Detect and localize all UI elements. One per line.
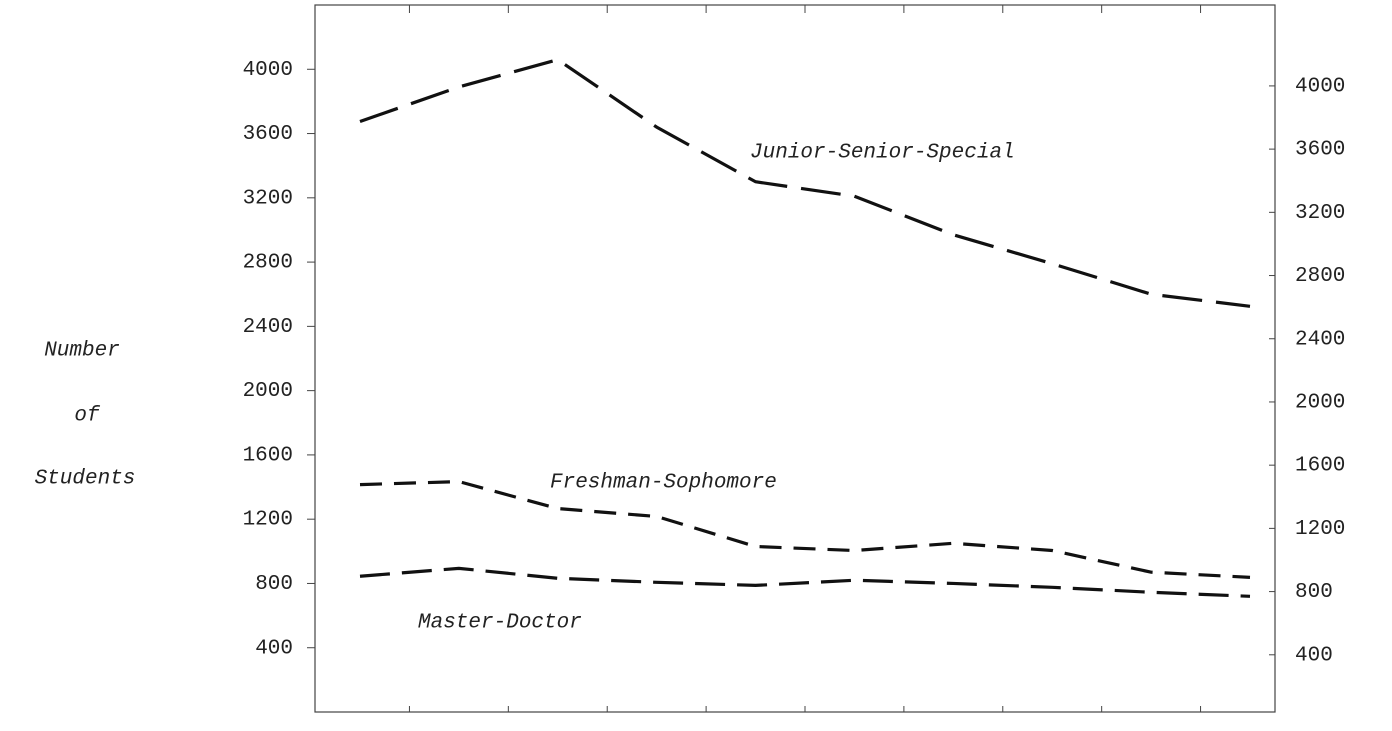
y2-tick-label: 2400 (1295, 328, 1345, 351)
y2-tick-label: 4000 (1295, 75, 1345, 98)
y-tick-label: 4000 (243, 59, 293, 82)
y-tick-label: 2000 (243, 380, 293, 403)
y2-tick-label: 2000 (1295, 392, 1345, 415)
y2-tick-label: 3600 (1295, 139, 1345, 162)
y-tick-label: 800 (255, 573, 293, 596)
y-axis-label: Number (44, 340, 120, 363)
y-axis-label: of (74, 405, 101, 428)
series-line (359, 57, 1251, 308)
plot-frame (314, 4, 1276, 713)
series-line (359, 479, 1251, 579)
y-tick-label: 3600 (243, 123, 293, 146)
series-label: Master-Doctor (418, 612, 582, 635)
y-tick-label: 1600 (243, 444, 293, 467)
y-tick-label: 1200 (243, 509, 293, 532)
y-axis-label: Students (35, 468, 136, 491)
y-tick-label: 2800 (243, 252, 293, 275)
y-tick-label: 400 (255, 637, 293, 660)
y2-tick-label: 1200 (1295, 518, 1345, 541)
series-label: Freshman-Sophomore (550, 472, 777, 495)
y-tick-label: 3200 (243, 187, 293, 210)
series-line (359, 566, 1251, 598)
y2-tick-label: 2800 (1295, 265, 1345, 288)
y2-tick-label: 3200 (1295, 202, 1345, 225)
y-tick-label: 2400 (243, 316, 293, 339)
y2-tick-label: 400 (1295, 644, 1333, 667)
y2-tick-label: 1600 (1295, 455, 1345, 478)
y2-tick-label: 800 (1295, 581, 1333, 604)
series-label: Junior-Senior-Special (750, 142, 1015, 165)
